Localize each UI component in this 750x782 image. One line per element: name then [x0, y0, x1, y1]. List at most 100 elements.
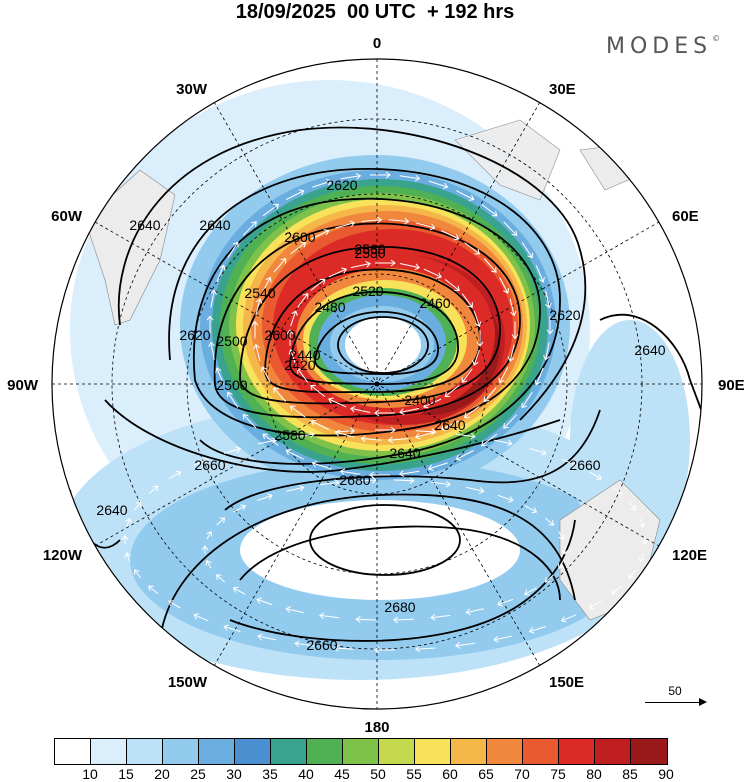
colorbar-swatch [307, 739, 343, 764]
wind-arrow-icon [641, 535, 649, 546]
colorbar-swatch [235, 739, 271, 764]
wind-arrow-icon [497, 494, 514, 503]
wind-arrow-icon [444, 279, 460, 292]
wind-arrow-icon [251, 320, 259, 339]
wind-arrow-icon [121, 534, 129, 545]
wind-arrow-icon [319, 612, 339, 620]
wind-arrow-icon [557, 560, 564, 570]
contour-label: 2640 [434, 417, 465, 433]
wind-arrow-icon [328, 267, 347, 278]
lon-label-30e: 30E [549, 81, 576, 98]
colorbar-tick-label: 45 [334, 766, 350, 782]
wind-scale-label: 50 [668, 684, 682, 698]
colorbar-tick-label: 30 [226, 766, 242, 782]
wind-arrow-icon [523, 587, 537, 596]
wind-arrow-icon [561, 614, 577, 623]
wind-arrow-icon [349, 405, 371, 413]
lon-label-90e: 90E [718, 377, 745, 394]
wind-arrow-icon [148, 485, 159, 495]
colorbar-swatch [343, 739, 379, 764]
wind-arrow-icon [273, 257, 287, 273]
brand-logo: MODES© [606, 34, 721, 59]
wind-arrow-icon [638, 518, 646, 528]
wind-arrow-icon [350, 260, 371, 269]
wind-arrow-icon [387, 436, 409, 444]
wind-arrow-icon [628, 569, 636, 579]
colorbar-swatch [451, 739, 487, 764]
map-title: 18/09/2025 00 UTC + 192 hrs [235, 1, 515, 23]
wind-arrow-icon [545, 517, 555, 526]
wind-arrow-icon [334, 427, 356, 435]
contour-label: 2600 [284, 229, 315, 245]
contour-label: 2400 [404, 392, 435, 408]
contour-label: 2660 [306, 637, 337, 653]
contour-label: 2540 [244, 285, 275, 301]
wind-arrow-icon [134, 501, 142, 511]
wind-arrow-icon [503, 221, 518, 236]
wind-arrow-icon [461, 293, 473, 308]
south-pole-marker [374, 381, 380, 387]
wind-arrow-icon [294, 640, 315, 648]
wind-arrow-icon [528, 626, 547, 634]
wind-arrow-icon [465, 608, 484, 616]
lon-label-180: 180 [364, 719, 389, 735]
colorbar-tick-label: 40 [298, 766, 314, 782]
colorbar-tick-label: 65 [478, 766, 494, 782]
wind-arrow-icon [285, 606, 304, 614]
colorbar-tick-label: 55 [406, 766, 422, 782]
wind-arrow-icon [370, 171, 391, 179]
wind-arrow-icon [427, 462, 448, 472]
wind-arrow-icon [193, 613, 209, 622]
wind-arrow-icon [440, 420, 459, 431]
wind-arrow-icon [242, 414, 257, 429]
wind-arrow-icon [262, 433, 279, 447]
wind-arrow-icon [399, 174, 421, 182]
map-border [51, 58, 703, 710]
wind-arrow-icon [335, 220, 356, 229]
geopotential-contours [69, 126, 702, 642]
lon-label-60w: 60W [51, 208, 83, 225]
contour-label: 2520 [352, 283, 383, 299]
wind-arrow-icon [257, 633, 277, 641]
wind-arrow-icon [210, 289, 217, 308]
wind-arrow-icon [216, 517, 226, 526]
wind-arrow-icon [286, 484, 305, 492]
wind-arrow-icon [398, 470, 420, 478]
wind-arrow-icon [628, 501, 636, 511]
wind-arrow-icon [480, 433, 498, 447]
wind-arrow-icon [461, 368, 473, 383]
contour-label: 2660 [194, 457, 225, 473]
wind-arrow-icon [393, 477, 415, 485]
wind-arrow-icon [441, 230, 460, 241]
contour-label: 2440 [289, 347, 320, 363]
wind-arrow-icon [414, 431, 435, 440]
contour-label: 2600 [264, 327, 295, 343]
wind-arrow-icon [312, 178, 333, 188]
lon-label-30w: 30W [176, 81, 208, 98]
lon-label-90w: 90W [7, 377, 39, 394]
colorbar-tick-label: 85 [622, 766, 638, 782]
wind-arrow-icon [286, 189, 305, 200]
wind-arrow-icon [444, 385, 460, 398]
wind-arrow-icon [535, 265, 545, 283]
wind-arrow-icon [201, 545, 209, 554]
wind-arrow-icon [463, 405, 480, 418]
wind-arrow-icon [273, 387, 287, 402]
wind-arrow-icon [388, 217, 410, 225]
colorbar [54, 738, 668, 765]
wind-arrow-icon [455, 450, 474, 461]
wind-arrow-icon [216, 264, 226, 283]
contour-label: 2640 [634, 342, 665, 358]
wind-arrow-icon [255, 298, 263, 316]
lon-label-120w: 120W [43, 547, 83, 564]
wind-arrow-icon [544, 574, 554, 583]
contour-label: 2580 [274, 427, 305, 443]
wind-arrow-icon [168, 600, 181, 609]
wind-arrow-icon [361, 216, 383, 224]
wind-arrow-icon [399, 407, 420, 416]
lon-label-0: 0 [373, 35, 381, 52]
contour-label: 2680 [384, 599, 415, 615]
wind-arrow-icon [319, 479, 340, 487]
